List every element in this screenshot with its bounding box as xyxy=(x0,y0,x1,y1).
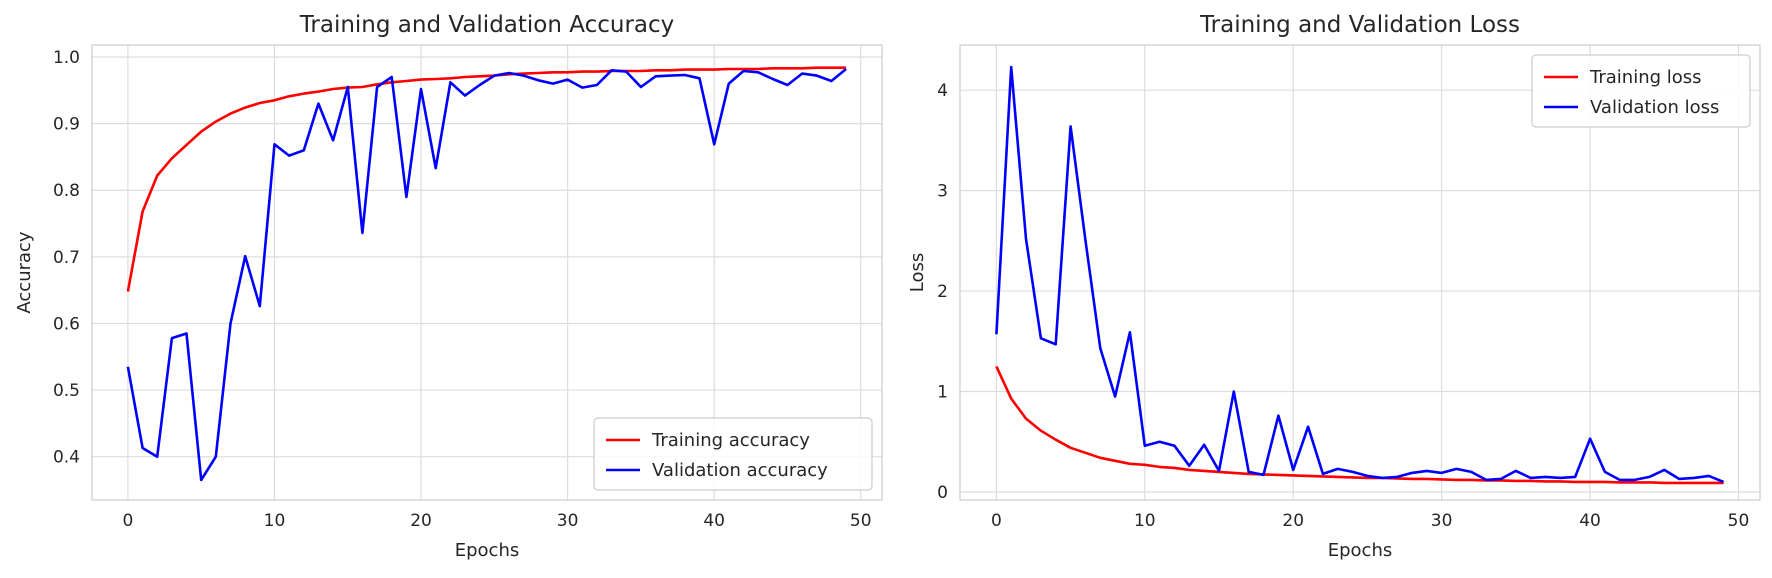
accuracy-x-tick-label-3: 30 xyxy=(557,511,579,531)
accuracy-chart: 0 10 20 30 40 50 0.4 0.5 0.6 0.7 0.8 0.9 1.0 Training… xyxy=(14,12,883,561)
legend-label-validation-accuracy: Validation accuracy xyxy=(652,460,828,481)
accuracy-series-training-accuracy xyxy=(126,66,847,292)
loss-chart-title: Training and Validation Loss xyxy=(1199,12,1520,38)
loss-x-tick-label-0: 0 xyxy=(991,511,1002,531)
loss-plot-frame xyxy=(959,44,1761,501)
loss-series-validation-loss xyxy=(995,65,1725,484)
accuracy-legend-box xyxy=(593,417,873,491)
accuracy-y-tick-label-2: 0.6 xyxy=(53,314,80,334)
accuracy-chart-title: Training and Validation Accuracy xyxy=(299,12,675,38)
accuracy-x-tick-label-4: 40 xyxy=(703,511,725,531)
legend-label-training-loss: Training loss xyxy=(1589,67,1702,88)
accuracy-series-validation-accuracy xyxy=(126,67,847,482)
loss-chart: 0 10 20 30 40 50 0 1 2 3 4 Training and Validation … xyxy=(907,12,1761,561)
accuracy-plot-frame xyxy=(91,44,883,501)
loss-legend: Training loss Validation loss xyxy=(1531,54,1751,128)
legend-label-validation-loss: Validation loss xyxy=(1590,97,1719,118)
loss-y-tick-label-1: 1 xyxy=(937,383,948,403)
accuracy-x-tick-label-5: 50 xyxy=(850,511,872,531)
accuracy-y-axis-label: Accuracy xyxy=(14,231,35,314)
accuracy-y-tick-label-4: 0.8 xyxy=(53,181,80,201)
loss-x-axis-label: Epochs xyxy=(1328,540,1393,561)
loss-x-tick-label-4: 40 xyxy=(1579,511,1601,531)
loss-series-training-loss xyxy=(995,365,1724,485)
loss-y-tick-label-3: 3 xyxy=(937,182,948,202)
accuracy-x-tick-label-1: 10 xyxy=(264,511,286,531)
loss-x-tick-label-1: 10 xyxy=(1134,511,1156,531)
accuracy-x-axis-label: Epochs xyxy=(455,540,520,561)
loss-x-tick-label-5: 50 xyxy=(1728,511,1750,531)
loss-legend-box xyxy=(1531,54,1751,128)
loss-y-tick-label-4: 4 xyxy=(937,81,948,101)
accuracy-y-tick-label-5: 0.9 xyxy=(53,115,80,135)
accuracy-grid xyxy=(92,45,882,500)
loss-x-tick-label-2: 20 xyxy=(1282,511,1304,531)
loss-x-tick-label-3: 30 xyxy=(1431,511,1453,531)
accuracy-x-tick-label-2: 20 xyxy=(410,511,432,531)
legend-label-training-accuracy: Training accuracy xyxy=(651,430,810,451)
accuracy-y-tick-label-6: 1.0 xyxy=(53,48,80,68)
loss-y-tick-label-0: 0 xyxy=(937,483,948,503)
accuracy-y-tick-label-1: 0.5 xyxy=(53,381,80,401)
loss-y-tick-label-2: 2 xyxy=(937,282,948,302)
accuracy-legend: Training accuracy Validation accuracy xyxy=(593,417,873,491)
loss-y-axis-label: Loss xyxy=(907,253,928,292)
accuracy-y-tick-label-3: 0.7 xyxy=(53,248,80,268)
accuracy-x-tick-label-0: 0 xyxy=(122,511,133,531)
accuracy-y-tick-label-0: 0.4 xyxy=(53,448,80,468)
